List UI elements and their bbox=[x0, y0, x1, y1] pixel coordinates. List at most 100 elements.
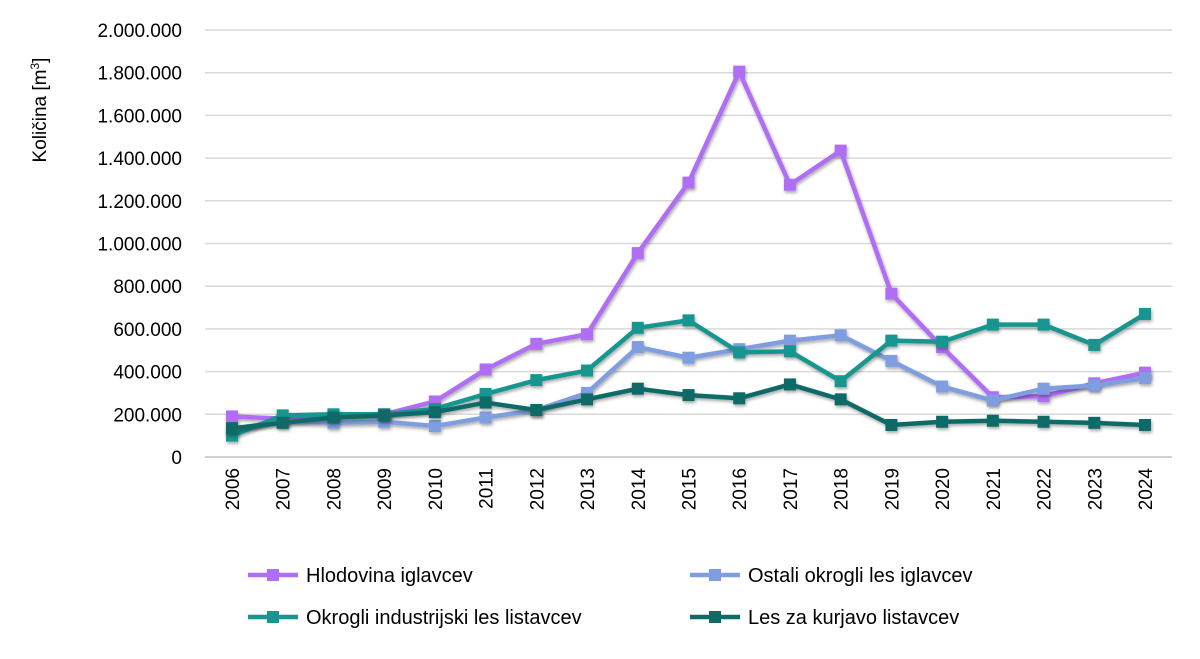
data-point bbox=[1139, 307, 1151, 320]
legend-swatch-marker bbox=[267, 611, 279, 623]
x-tick-label: 2010 bbox=[426, 468, 447, 510]
data-point bbox=[733, 392, 746, 405]
y-tick-label: 1.800.000 bbox=[97, 64, 182, 85]
y-tick-label: 1.000.000 bbox=[97, 235, 182, 256]
data-point bbox=[530, 404, 543, 417]
x-tick-label: 2015 bbox=[680, 468, 701, 510]
data-point bbox=[986, 414, 999, 427]
legend-label: Ostali okrogli les iglavcev bbox=[748, 565, 973, 587]
data-point bbox=[936, 415, 949, 428]
x-tick-label: 2014 bbox=[629, 468, 650, 511]
data-point bbox=[682, 176, 695, 189]
legend-label: Okrogli industrijski les listavcev bbox=[306, 607, 582, 629]
series-lines bbox=[226, 65, 1151, 442]
legend-item: Hlodovina iglavcev bbox=[248, 565, 473, 587]
x-tick-label: 2013 bbox=[578, 468, 599, 510]
legend: Hlodovina iglavcev Ostali okrogli les igl… bbox=[248, 565, 973, 629]
x-tick-labels: 2006 2007 2008 2009 2010 2011 2012 2013 2014 2015… bbox=[223, 468, 1157, 511]
data-point bbox=[1037, 415, 1050, 428]
x-tick-label: 2008 bbox=[324, 468, 345, 510]
data-point bbox=[1037, 318, 1050, 331]
data-point bbox=[834, 393, 847, 406]
data-point bbox=[783, 345, 796, 358]
legend-item: Les za kurjavo listavcev bbox=[690, 607, 959, 629]
data-point bbox=[885, 334, 898, 347]
data-point bbox=[986, 318, 999, 331]
y-tick-label: 0 bbox=[171, 448, 182, 469]
data-point bbox=[479, 411, 492, 424]
data-point bbox=[936, 335, 949, 348]
data-point bbox=[581, 364, 594, 377]
series-line bbox=[231, 69, 1146, 421]
x-tick-label: 2017 bbox=[781, 468, 802, 510]
data-point bbox=[1088, 379, 1101, 392]
data-point bbox=[783, 378, 796, 391]
x-tick-label: 2022 bbox=[1035, 468, 1056, 510]
legend-label: Hlodovina iglavcev bbox=[306, 565, 473, 587]
data-point bbox=[631, 382, 644, 395]
data-point bbox=[682, 389, 695, 402]
data-point bbox=[631, 341, 644, 354]
y-tick-label: 600.000 bbox=[113, 320, 182, 341]
x-tick-label: 2024 bbox=[1136, 468, 1157, 511]
y-tick-labels: 0 200.000 400.000 600.000 800.000 1.000.000 1.… bbox=[97, 21, 182, 469]
data-point bbox=[986, 394, 999, 407]
data-point bbox=[885, 418, 898, 431]
data-point bbox=[1088, 416, 1101, 429]
data-point bbox=[1139, 418, 1151, 431]
data-point bbox=[378, 409, 391, 422]
x-tick-label: 2018 bbox=[832, 468, 853, 510]
data-point bbox=[428, 406, 441, 419]
data-point bbox=[682, 314, 695, 327]
x-tick-label: 2016 bbox=[730, 468, 751, 510]
data-point bbox=[834, 329, 847, 342]
data-point bbox=[226, 410, 238, 423]
data-point bbox=[479, 396, 492, 409]
x-tick-label: 2021 bbox=[984, 468, 1005, 510]
data-point bbox=[1088, 338, 1101, 351]
data-point bbox=[834, 144, 847, 157]
data-point bbox=[936, 380, 949, 393]
legend-swatch-marker bbox=[267, 569, 279, 581]
legend-label: Les za kurjavo listavcev bbox=[748, 607, 959, 629]
data-point bbox=[530, 374, 543, 387]
data-point bbox=[783, 178, 796, 191]
x-tick-label: 2019 bbox=[882, 468, 903, 510]
y-tick-label: 1.200.000 bbox=[97, 192, 182, 213]
x-tick-label: 2009 bbox=[375, 468, 396, 510]
data-point bbox=[1037, 382, 1050, 395]
data-point bbox=[631, 321, 644, 334]
data-point bbox=[631, 247, 644, 260]
data-point bbox=[834, 375, 847, 388]
x-tick-label: 2006 bbox=[223, 468, 244, 510]
x-tick-label: 2012 bbox=[527, 468, 548, 510]
legend-item: Ostali okrogli les iglavcev bbox=[690, 565, 973, 587]
data-point bbox=[581, 393, 594, 406]
data-point bbox=[428, 420, 441, 433]
y-tick-label: 200.000 bbox=[113, 405, 182, 426]
data-point bbox=[530, 337, 543, 350]
data-point bbox=[581, 328, 594, 341]
x-tick-label: 2011 bbox=[477, 468, 498, 509]
y-tick-label: 400.000 bbox=[113, 363, 182, 384]
data-point bbox=[783, 334, 796, 347]
y-axis-label: Količina [m3] bbox=[28, 58, 51, 163]
legend-swatch-marker bbox=[709, 569, 721, 581]
legend-item: Okrogli industrijski les listavcev bbox=[248, 607, 582, 629]
data-point bbox=[682, 351, 695, 364]
data-point bbox=[885, 354, 898, 367]
x-tick-label: 2023 bbox=[1085, 468, 1106, 510]
data-point bbox=[327, 411, 340, 424]
y-tick-label: 2.000.000 bbox=[97, 21, 182, 42]
legend-swatch-marker bbox=[709, 611, 721, 623]
data-point bbox=[1139, 372, 1151, 385]
data-point bbox=[226, 422, 238, 435]
series-1 bbox=[226, 65, 1151, 425]
data-point bbox=[733, 346, 746, 359]
x-tick-label: 2020 bbox=[933, 468, 954, 510]
series-4 bbox=[226, 378, 1151, 435]
x-tick-label: 2007 bbox=[274, 468, 295, 510]
data-point bbox=[733, 65, 746, 78]
data-point bbox=[276, 416, 289, 429]
